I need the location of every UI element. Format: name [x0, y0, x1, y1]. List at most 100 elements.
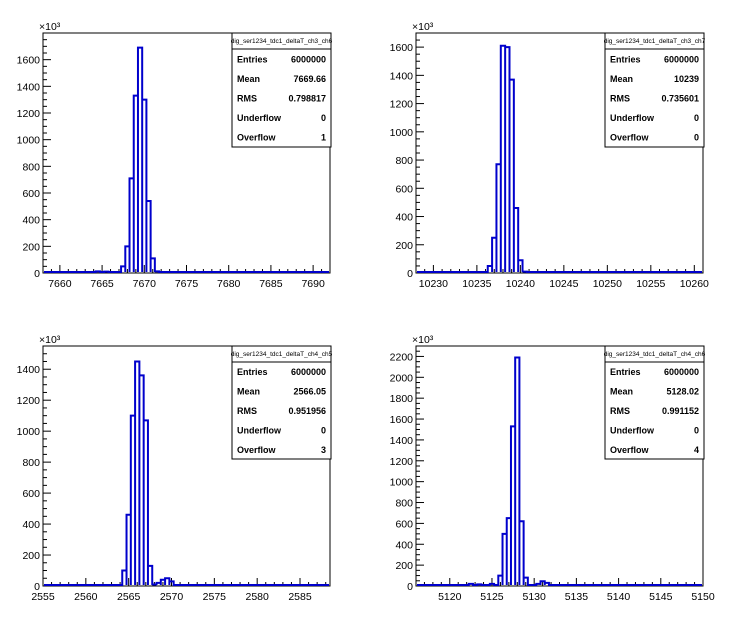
- stat-value: 6000000: [291, 367, 326, 377]
- stat-label: Overflow: [237, 133, 277, 143]
- x-tick-label: 10245: [549, 278, 578, 290]
- stat-value: 6000000: [664, 54, 699, 64]
- stat-label: Entries: [237, 54, 268, 64]
- x-tick-label: 7660: [48, 278, 72, 290]
- stat-value: 4: [694, 445, 699, 455]
- x-tick-label: 2565: [117, 591, 141, 603]
- stats-box-frame: [604, 32, 705, 148]
- stat-value: 6000000: [291, 54, 326, 64]
- x-tick-label: 5135: [565, 591, 589, 603]
- y-tick-label: 1600: [390, 42, 414, 54]
- histogram-series: [44, 46, 329, 273]
- y-tick-label: 1000: [390, 477, 414, 489]
- stat-label: RMS: [610, 94, 630, 104]
- stat-label: Mean: [610, 387, 633, 397]
- stat-value: 1: [321, 133, 326, 143]
- x-tick-label: 5145: [649, 591, 673, 603]
- stat-label: Underflow: [237, 113, 282, 123]
- stat-label: RMS: [610, 406, 630, 416]
- stat-label: Entries: [237, 367, 268, 377]
- stat-label: Underflow: [237, 425, 282, 435]
- histogram-title: dig_ser1234_tdc1_deltaT_ch3_ch7: [604, 38, 706, 45]
- x-tick-label: 5140: [607, 591, 631, 603]
- x-tick-label: 5120: [438, 591, 462, 603]
- stat-value: 0.798817: [288, 94, 326, 104]
- y-tick-label: 1400: [390, 70, 414, 82]
- y-tick-label: 400: [22, 519, 40, 531]
- y-tick-label: 600: [395, 518, 413, 530]
- stats-box-frame: [231, 32, 332, 148]
- histogram-panel-1: 7660 7665 7670 7675 7680 7685 7690 0 200 400 600 80…: [17, 21, 333, 290]
- y-tick-label: 600: [22, 188, 40, 200]
- y-tick-label: 1000: [390, 127, 414, 139]
- stat-value: 7669.66: [293, 74, 326, 84]
- x-tick-label: 10235: [462, 278, 491, 290]
- histogram-title: dig_ser1234_tdc1_deltaT_ch4_ch6: [604, 351, 706, 358]
- y-tick-label: 0: [407, 581, 413, 593]
- stat-label: RMS: [237, 406, 257, 416]
- stat-label: Mean: [237, 387, 260, 397]
- x-tick-label: 5125: [480, 591, 504, 603]
- y-tick-label: 800: [22, 457, 40, 469]
- stat-value: 0.951956: [288, 406, 326, 416]
- stat-label: Overflow: [237, 445, 277, 455]
- y-tick-label: 800: [395, 498, 413, 510]
- y-tick-label: 1000: [17, 135, 41, 147]
- stat-value: 2566.05: [293, 387, 326, 397]
- histogram-series: [44, 360, 329, 586]
- stat-value: 0: [694, 425, 699, 435]
- stats-box: dig_ser1234_tdc1_deltaT_ch4_ch5 Entries 60…: [231, 345, 333, 460]
- y-tick-label: 1200: [17, 108, 41, 120]
- stat-label: Underflow: [610, 113, 655, 123]
- y-tick-label: 600: [22, 488, 40, 500]
- x-tick-label: 2560: [74, 591, 98, 603]
- stats-box: dig_ser1234_tdc1_deltaT_ch3_ch7 Entries 60…: [604, 32, 706, 148]
- y-tick-label: 400: [395, 539, 413, 551]
- stat-label: RMS: [237, 94, 257, 104]
- y-tick-label: 200: [22, 241, 40, 253]
- y-tick-label: 400: [22, 215, 40, 227]
- stat-value: 6000000: [664, 367, 699, 377]
- stat-value: 0: [694, 113, 699, 123]
- stat-value: 0.991152: [662, 406, 699, 416]
- x-tick-label: 10230: [419, 278, 448, 290]
- histogram-panel-2: 10230 10235 10240 10245 10250 10255 10260 0 200 4…: [390, 21, 709, 290]
- y-tick-label: 200: [395, 240, 413, 252]
- x-tick-label: 10260: [680, 278, 709, 290]
- stat-label: Entries: [610, 367, 641, 377]
- y-tick-label: 800: [395, 155, 413, 167]
- y-tick-label: 1400: [17, 81, 41, 93]
- x-tick-label: 5130: [522, 591, 546, 603]
- stat-value: 0.735601: [661, 94, 699, 104]
- histogram-title: dig_ser1234_tdc1_deltaT_ch4_ch5: [231, 351, 333, 358]
- y-tick-label: 2000: [390, 372, 414, 384]
- histogram-series: [417, 356, 702, 586]
- y-tick-label: 200: [395, 560, 413, 572]
- x-tick-label: 7670: [133, 278, 157, 290]
- y-axis-multiplier: ×10³: [39, 334, 61, 346]
- y-tick-label: 800: [22, 161, 40, 173]
- stat-value: 0: [321, 113, 326, 123]
- y-axis-multiplier: ×10³: [39, 21, 61, 33]
- x-tick-label: 2570: [160, 591, 184, 603]
- stats-box: dig_ser1234_tdc1_deltaT_ch4_ch6 Entries 60…: [604, 345, 706, 460]
- y-tick-label: 600: [395, 183, 413, 195]
- histogram-series: [417, 44, 702, 273]
- stats-box: dig_ser1234_tdc1_deltaT_ch3_ch6 Entries 60…: [231, 32, 333, 148]
- y-tick-label: 1200: [17, 395, 41, 407]
- x-tick-label: 5150: [691, 591, 715, 603]
- y-axis-multiplier: ×10³: [412, 334, 434, 346]
- y-tick-label: 1400: [17, 364, 41, 376]
- stat-value: 3: [321, 445, 326, 455]
- y-tick-label: 1000: [17, 426, 41, 438]
- x-tick-label: 2585: [288, 591, 312, 603]
- y-tick-label: 0: [407, 268, 413, 280]
- x-tick-label: 7665: [90, 278, 114, 290]
- y-tick-label: 0: [34, 268, 40, 280]
- histogram-panel-4: 5120 5125 5130 5135 5140 5145 5150 0 200 400 600 80…: [390, 334, 715, 603]
- x-tick-label: 10255: [636, 278, 665, 290]
- y-tick-label: 200: [22, 550, 40, 562]
- histogram-panel-3: 2555 2560 2565 2570 2575 2580 2585 0 200 400 600 80…: [17, 334, 333, 603]
- y-tick-label: 1800: [390, 393, 414, 405]
